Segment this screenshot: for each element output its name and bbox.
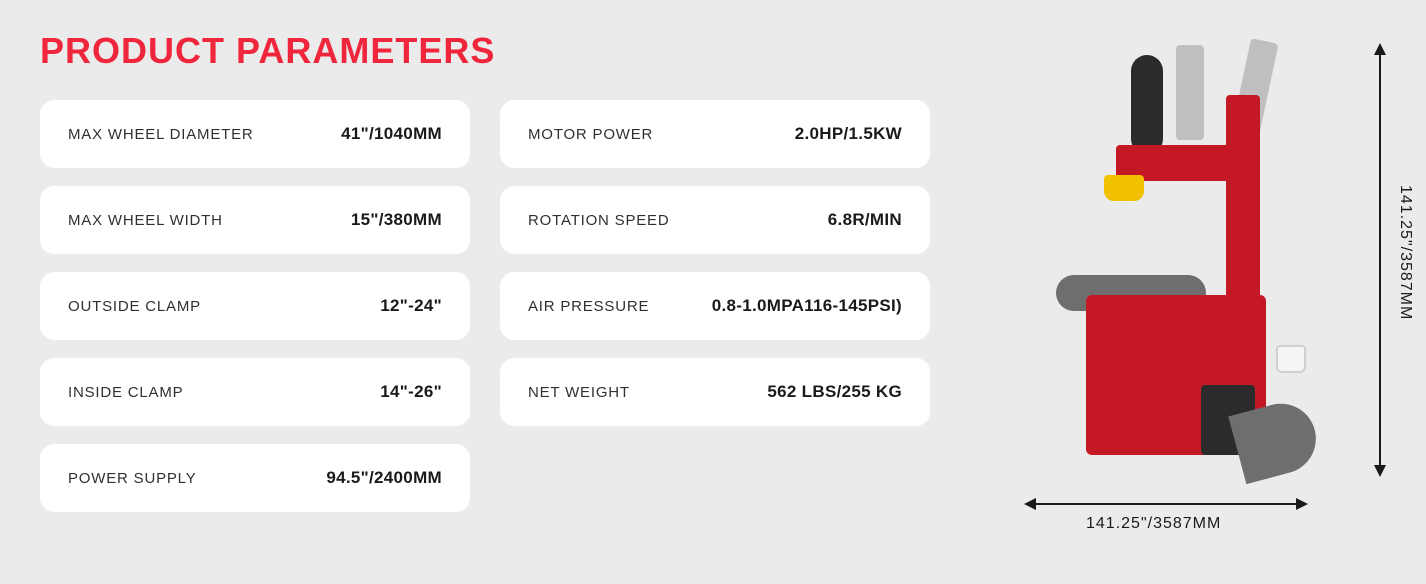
param-label: ROTATION SPEED xyxy=(528,212,670,229)
dimension-line-vertical xyxy=(1379,45,1381,475)
param-card: INSIDE CLAMP 14"-26" xyxy=(40,358,470,426)
param-card: NET WEIGHT 562 LBS/255 KG xyxy=(500,358,930,426)
param-label: MOTOR POWER xyxy=(528,126,653,143)
param-label: POWER SUPPLY xyxy=(68,470,197,487)
param-column-left: MAX WHEEL DIAMETER 41"/1040MM MAX WHEEL … xyxy=(40,100,470,512)
param-card: MOTOR POWER 2.0HP/1.5KW xyxy=(500,100,930,168)
param-value: 6.8R/MIN xyxy=(828,210,902,230)
param-value: 15"/380MM xyxy=(351,210,442,230)
param-value: 12"-24" xyxy=(380,296,442,316)
param-card: POWER SUPPLY 94.5"/2400MM xyxy=(40,444,470,512)
dimension-height-label: 141.25"/3587MM xyxy=(1396,185,1414,320)
param-label: NET WEIGHT xyxy=(528,384,630,401)
dimension-line-horizontal xyxy=(1026,503,1306,505)
params-wrapper: MAX WHEEL DIAMETER 41"/1040MM MAX WHEEL … xyxy=(40,100,930,512)
param-value: 562 LBS/255 KG xyxy=(767,382,902,402)
param-value: 0.8-1.0MPA116-145PSI) xyxy=(712,296,902,316)
param-value: 94.5"/2400MM xyxy=(326,468,442,488)
param-label: MAX WHEEL WIDTH xyxy=(68,212,223,229)
machine-cylinder-icon xyxy=(1176,45,1204,140)
param-value: 2.0HP/1.5KW xyxy=(795,124,902,144)
param-card: OUTSIDE CLAMP 12"-24" xyxy=(40,272,470,340)
param-card: ROTATION SPEED 6.8R/MIN xyxy=(500,186,930,254)
machine-head-icon xyxy=(1104,175,1144,201)
param-card: AIR PRESSURE 0.8-1.0MPA116-145PSI) xyxy=(500,272,930,340)
machine-bucket-icon xyxy=(1276,345,1306,373)
param-card: MAX WHEEL DIAMETER 41"/1040MM xyxy=(40,100,470,168)
content-area: MAX WHEEL DIAMETER 41"/1040MM MAX WHEEL … xyxy=(40,100,1386,512)
param-label: OUTSIDE CLAMP xyxy=(68,298,201,315)
machine-post-icon xyxy=(1226,95,1260,305)
param-value: 14"-26" xyxy=(380,382,442,402)
param-value: 41"/1040MM xyxy=(341,124,442,144)
param-column-right: MOTOR POWER 2.0HP/1.5KW ROTATION SPEED 6… xyxy=(500,100,930,512)
machine-illustration xyxy=(1026,45,1306,475)
machine-hose-icon xyxy=(1131,55,1163,155)
product-diagram: 141.25"/3587MM 141.25"/3587MM xyxy=(1006,35,1386,545)
param-label: MAX WHEEL DIAMETER xyxy=(68,126,254,143)
param-label: AIR PRESSURE xyxy=(528,298,649,315)
param-card: MAX WHEEL WIDTH 15"/380MM xyxy=(40,186,470,254)
dimension-width-label: 141.25"/3587MM xyxy=(1086,515,1221,533)
param-label: INSIDE CLAMP xyxy=(68,384,183,401)
